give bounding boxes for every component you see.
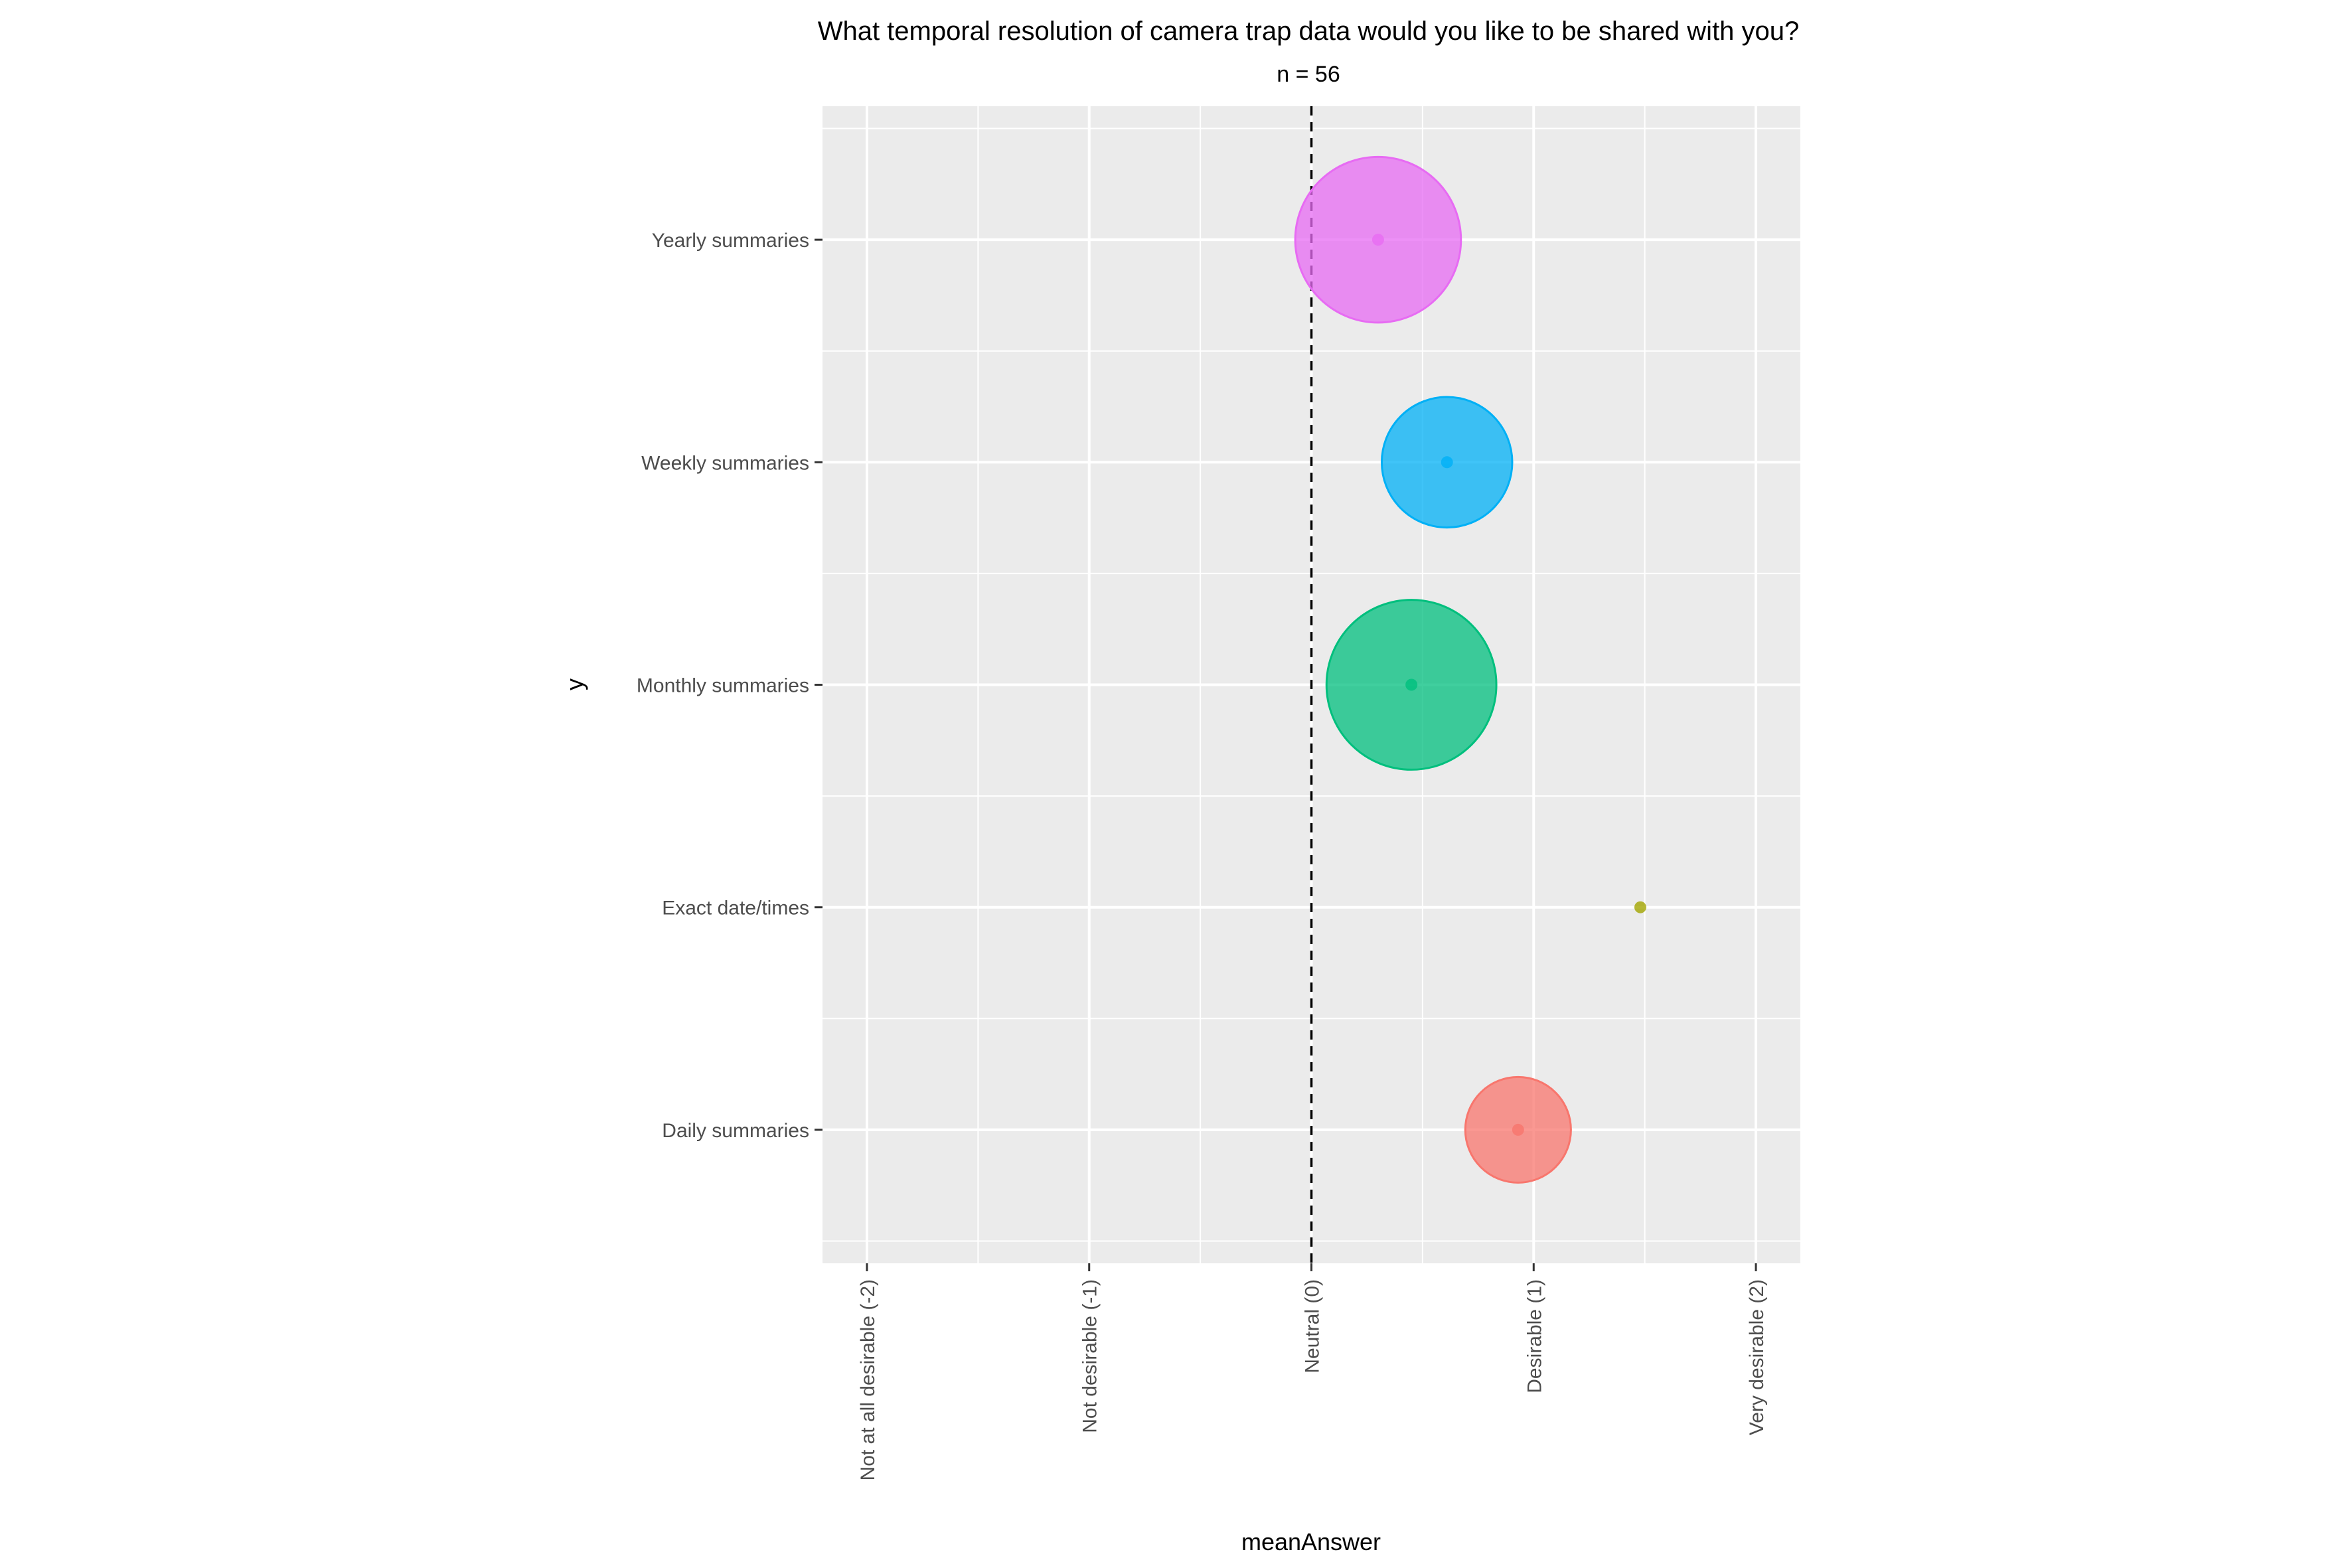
x-tick-label: Not desirable (-1)	[1079, 1279, 1101, 1433]
x-tick-label: Not at all desirable (-2)	[857, 1279, 879, 1480]
y-axis: Daily summaries Exact date/times Monthly s…	[637, 230, 823, 1142]
x-tick-label: Desirable (1)	[1524, 1279, 1545, 1393]
point-weekly-summaries	[1441, 456, 1453, 469]
center-points	[1372, 234, 1646, 1136]
point-yearly-summaries	[1372, 234, 1384, 246]
y-tick-label: Monthly summaries	[637, 675, 809, 697]
point-monthly-summaries	[1405, 678, 1418, 691]
chart-title: What temporal resolution of camera trap …	[818, 17, 1800, 46]
y-tick-label: Weekly summaries	[641, 452, 809, 474]
x-axis: Not at all desirable (-2) Not desirable (…	[857, 1263, 1768, 1480]
y-tick-label: Yearly summaries	[652, 230, 809, 252]
y-axis-title: y	[561, 678, 588, 690]
x-tick-label: Very desirable (2)	[1746, 1279, 1768, 1435]
y-tick-label: Exact date/times	[662, 898, 809, 919]
point-exact-date-times	[1634, 901, 1646, 913]
x-tick-label: Neutral (0)	[1302, 1279, 1324, 1373]
x-axis-title: meanAnswer	[1241, 1528, 1381, 1555]
y-tick-label: Daily summaries	[662, 1120, 809, 1142]
chart-subtitle: n = 56	[1277, 62, 1340, 87]
point-daily-summaries	[1512, 1123, 1524, 1136]
